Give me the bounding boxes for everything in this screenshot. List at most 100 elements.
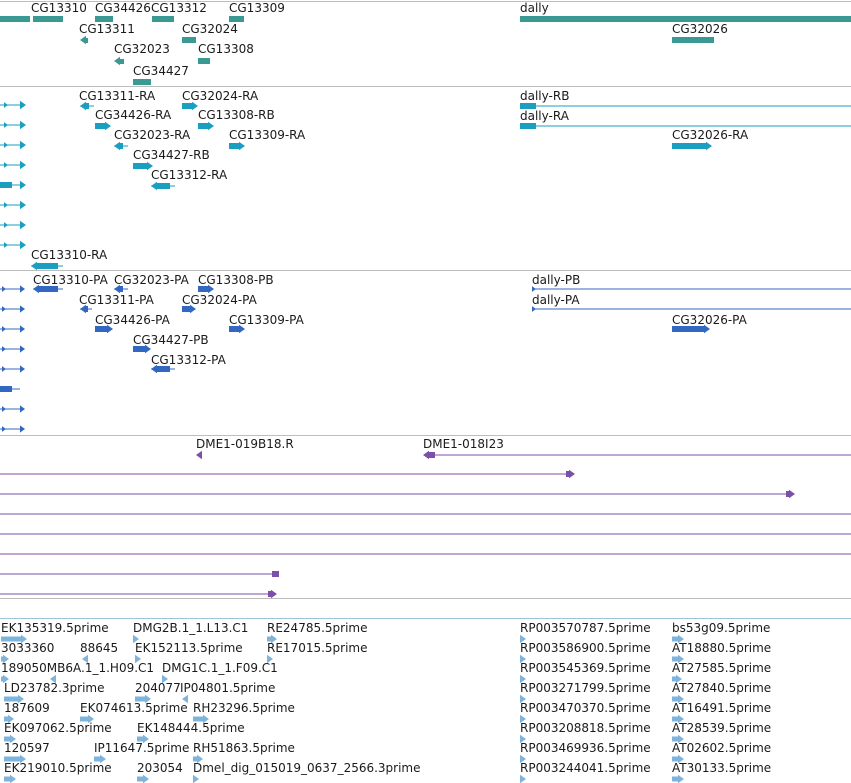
mrna-exon-cg13312-ra-body[interactable] <box>156 183 170 189</box>
clone-end[interactable] <box>566 471 570 477</box>
est-glyph-204077[interactable] <box>135 696 146 702</box>
est-glyph-88645[interactable] <box>82 654 88 664</box>
est-glyph-ek097062-5prime-tip[interactable] <box>10 734 16 744</box>
gene-glyph-gene-fragment[interactable] <box>0 16 30 22</box>
est-glyph-rp003244041-5prime-tip[interactable] <box>520 774 526 783</box>
mrna-fragment-exon[interactable] <box>4 142 8 148</box>
mrna-fragment-exon[interactable] <box>4 122 8 128</box>
mrna-fragment-exon[interactable] <box>4 162 8 168</box>
mrna-exon-cg13308-rb[interactable] <box>198 123 208 129</box>
est-glyph-bs53g09-5prime-tip[interactable] <box>678 634 684 644</box>
est-glyph-rp003469936-5prime-tip[interactable] <box>520 754 526 764</box>
mrna-exon-cg32024-ra-tip[interactable] <box>192 101 198 111</box>
mrna-exon-cg13309-ra-tip[interactable] <box>239 141 245 151</box>
est-glyph-rp003586900-5prime-tip[interactable] <box>520 654 526 664</box>
est-glyph-187609[interactable] <box>4 716 9 722</box>
est-glyph-at16491-5prime[interactable] <box>672 716 679 722</box>
cds-fragment-exon[interactable] <box>20 285 25 293</box>
clone-end-tip[interactable] <box>789 489 795 499</box>
est-glyph-rp003208818-5prime-tip[interactable] <box>520 734 526 744</box>
est-glyph-189050mb6a-1-1-h09-c1-tip[interactable] <box>3 674 9 684</box>
mrna-exon-cg32023-ra[interactable] <box>114 141 120 151</box>
gene-glyph-cg13311-body[interactable] <box>84 38 88 43</box>
cds-exon-cg13309-pa[interactable] <box>229 326 239 332</box>
mrna-fragment-exon[interactable] <box>20 200 26 210</box>
cds-exon-cg34427-pb-tip[interactable] <box>145 344 151 354</box>
est-glyph-187609-tip[interactable] <box>8 714 14 724</box>
est-glyph-at27840-5prime[interactable] <box>672 696 679 702</box>
est-glyph-rp003570787-5prime-tip[interactable] <box>520 634 526 644</box>
est-glyph-rh23296-5prime-tip[interactable] <box>203 714 209 724</box>
est-glyph-rh23296-5prime[interactable] <box>193 716 204 722</box>
mrna-exon-cg32023-ra-body[interactable] <box>119 143 123 149</box>
est-glyph-ek135319-5prime[interactable] <box>1 636 22 642</box>
cds-exon-cg13311-pa-body[interactable] <box>85 306 88 312</box>
cds-exon-cg32024-pa[interactable] <box>182 306 190 312</box>
cds-fragment-exon[interactable] <box>20 325 25 333</box>
est-glyph-ip11647-5prime-tip[interactable] <box>100 754 106 764</box>
est-glyph-at30133-5prime-tip[interactable] <box>678 774 684 783</box>
est-glyph-at16491-5prime-tip[interactable] <box>678 714 684 724</box>
est-glyph-re17015-5prime-tip[interactable] <box>267 654 273 664</box>
mrna-fragment-exon[interactable] <box>20 160 26 170</box>
est-glyph-ek152113-5prime-tip[interactable] <box>135 654 141 664</box>
est-glyph-ek074613-5prime-tip[interactable] <box>88 714 94 724</box>
gene-glyph-cg13308[interactable] <box>198 58 210 64</box>
cds-exon-cg34426-pa[interactable] <box>95 326 107 332</box>
est-glyph-rp003545369-5prime-tip[interactable] <box>520 674 526 684</box>
mrna-fragment-exon[interactable] <box>20 220 26 230</box>
mrna-fragment-exon[interactable] <box>4 222 8 228</box>
est-glyph-at02602-5prime[interactable] <box>672 756 679 762</box>
est-glyph-3033360[interactable] <box>1 656 4 662</box>
gene-glyph-cg32026[interactable] <box>672 37 714 43</box>
clone-end-tip[interactable] <box>271 589 277 599</box>
clone-end[interactable] <box>272 571 279 577</box>
est-glyph-203054-tip[interactable] <box>143 774 149 783</box>
cds-fragment-exon[interactable] <box>20 405 25 413</box>
cds-fragment-exon[interactable] <box>0 386 12 392</box>
cds-fragment-exon[interactable] <box>2 346 6 352</box>
est-glyph-at02602-5prime-tip[interactable] <box>678 754 684 764</box>
est-glyph-ek074613-5prime[interactable] <box>80 716 89 722</box>
cds-fragment-exon[interactable] <box>2 366 6 372</box>
mrna-exon-cg13311-ra[interactable] <box>80 101 86 111</box>
mrna-exon-cg13311-ra-body[interactable] <box>85 103 89 109</box>
est-glyph-at18880-5prime-tip[interactable] <box>678 654 684 664</box>
est-glyph-ld23782-3prime[interactable] <box>4 696 19 702</box>
est-glyph-at28539-5prime-tip[interactable] <box>678 734 684 744</box>
cds-exon-cg34427-pb[interactable] <box>133 346 145 352</box>
gene-glyph-cg13310[interactable] <box>33 16 63 22</box>
gene-glyph-cg32023-body[interactable] <box>118 59 124 64</box>
mrna-exon-cg13309-ra[interactable] <box>229 143 239 149</box>
est-glyph-120597[interactable] <box>4 756 21 762</box>
mrna-fragment-exon[interactable] <box>20 180 26 190</box>
est-glyph-ip11647-5prime[interactable] <box>94 756 101 762</box>
clone-end[interactable] <box>268 591 272 597</box>
cds-exon-cg32024-pa-tip[interactable] <box>190 304 196 314</box>
est-glyph-ek219010-5prime-tip[interactable] <box>10 774 16 783</box>
clone-glyph-dme1-019b18-r[interactable] <box>196 450 202 460</box>
mrna-fragment-exon[interactable] <box>4 202 8 208</box>
cds-fragment-exon[interactable] <box>2 326 6 332</box>
est-glyph-204077-tip[interactable] <box>145 694 151 704</box>
cds-exon-cg13308-pb-tip[interactable] <box>208 284 214 294</box>
cds-exon-cg32026-pa[interactable] <box>672 326 704 332</box>
est-glyph-dmg2b-1-1-l13-c1-tip[interactable] <box>133 634 139 644</box>
mrna-exon-cg34426-ra[interactable] <box>95 123 105 129</box>
est-glyph-189050mb6a-1-1-h09-c1[interactable] <box>1 676 4 682</box>
gene-glyph-cg13309[interactable] <box>229 16 244 22</box>
mrna-exon-cg34427-rb[interactable] <box>133 163 147 169</box>
mrna-exon-cg34426-ra-tip[interactable] <box>105 121 111 131</box>
mrna-exon-cg32024-ra[interactable] <box>182 103 192 109</box>
est-glyph-at27585-5prime-tip[interactable] <box>676 674 682 684</box>
est-glyph-ek135319-5prime-tip[interactable] <box>21 634 27 644</box>
est-glyph-ek148444-5prime-tip[interactable] <box>143 734 149 744</box>
est-glyph-re24785-5prime[interactable] <box>267 636 272 642</box>
cds-exon-cg34426-pa-tip[interactable] <box>107 324 113 334</box>
gene-glyph-cg13312[interactable] <box>152 16 174 22</box>
est-glyph-ek097062-5prime[interactable] <box>4 736 11 742</box>
cds-exon-cg13310-pa-body[interactable] <box>38 286 58 292</box>
mrna-fragment-exon[interactable] <box>4 242 8 248</box>
cds-exon-cg13309-pa-tip[interactable] <box>239 324 245 334</box>
cds-exon-cg13310-pa[interactable] <box>33 284 39 294</box>
